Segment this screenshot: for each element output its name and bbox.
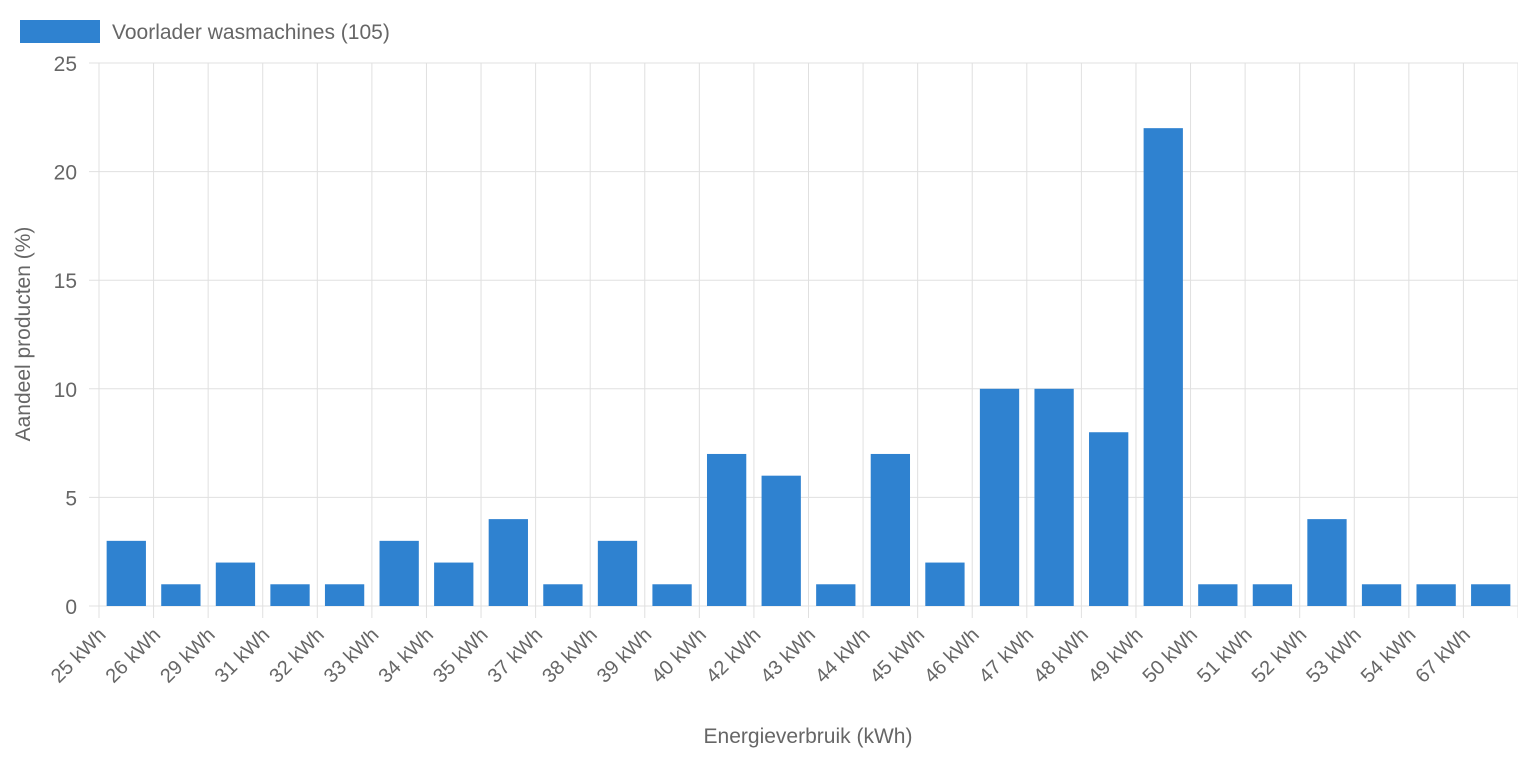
x-tick-label: 45 kWh <box>866 624 930 688</box>
bar[interactable] <box>925 562 965 606</box>
x-tick-label: 50 kWh <box>1139 624 1203 688</box>
bar[interactable] <box>870 453 911 606</box>
bar[interactable] <box>324 584 365 606</box>
x-tick-label: 39 kWh <box>593 624 657 688</box>
x-tick-label: 46 kWh <box>920 624 984 688</box>
x-tick-label: 35 kWh <box>429 624 493 688</box>
x-tick-label: 26 kWh <box>102 624 166 688</box>
y-tick-label: 5 <box>65 487 77 510</box>
x-tick-label: 38 kWh <box>538 624 602 688</box>
x-tick-label: 53 kWh <box>1302 624 1366 688</box>
bar[interactable] <box>106 540 146 606</box>
bar[interactable] <box>488 519 528 606</box>
bar[interactable] <box>161 584 201 606</box>
x-tick-label: 44 kWh <box>811 624 875 688</box>
x-tick-label: 37 kWh <box>484 624 548 688</box>
bar[interactable] <box>1307 519 1347 606</box>
legend-label: Voorlader wasmachines (105) <box>112 21 390 44</box>
x-tick-label: 48 kWh <box>1029 624 1093 688</box>
y-axis-tick-labels: 0 5 10 15 20 25 <box>54 53 77 619</box>
x-tick-label: 52 kWh <box>1248 624 1312 688</box>
x-tick-label: 25 kWh <box>47 624 111 688</box>
x-tick-label: 67 kWh <box>1411 624 1475 688</box>
x-tick-label: 47 kWh <box>975 624 1039 688</box>
x-axis-title: Energieverbruik (kWh) <box>704 725 913 748</box>
x-tick-label: 42 kWh <box>702 624 766 688</box>
bar[interactable] <box>1198 584 1238 606</box>
bar[interactable] <box>816 584 856 606</box>
x-tick-label: 43 kWh <box>757 624 821 688</box>
bar[interactable] <box>543 584 583 606</box>
bar[interactable] <box>1361 584 1402 606</box>
y-tick-label: 15 <box>54 270 77 293</box>
bar[interactable] <box>1034 388 1074 606</box>
bar[interactable] <box>761 475 801 606</box>
x-tick-label: 32 kWh <box>265 624 329 688</box>
bar[interactable] <box>270 584 310 606</box>
x-tick-label: 34 kWh <box>374 624 438 688</box>
bar[interactable] <box>597 540 638 606</box>
bar[interactable] <box>1089 432 1129 606</box>
x-tick-label: 51 kWh <box>1193 624 1257 688</box>
legend[interactable]: Voorlader wasmachines (105) <box>20 20 390 44</box>
bar[interactable] <box>434 562 474 606</box>
bar[interactable] <box>979 388 1020 606</box>
y-tick-label: 10 <box>54 379 77 402</box>
x-tick-label: 33 kWh <box>320 624 384 688</box>
legend-swatch <box>20 20 100 43</box>
x-tick-label: 54 kWh <box>1357 624 1421 688</box>
x-tick-label: 40 kWh <box>647 624 711 688</box>
bar[interactable] <box>379 540 419 606</box>
bars <box>106 128 1511 606</box>
y-tick-label: 20 <box>54 162 77 185</box>
x-tick-label: 29 kWh <box>156 624 220 688</box>
grid <box>89 62 1518 618</box>
y-tick-label: 0 <box>65 596 77 619</box>
x-tick-label: 31 kWh <box>211 624 275 688</box>
bar[interactable] <box>215 562 256 606</box>
bar[interactable] <box>706 453 747 606</box>
bar[interactable] <box>1471 584 1511 606</box>
y-axis-title: Aandeel producten (%) <box>12 227 35 442</box>
bar[interactable] <box>1416 584 1456 606</box>
x-tick-label: 49 kWh <box>1084 624 1148 688</box>
y-tick-label: 25 <box>54 53 77 76</box>
bar[interactable] <box>1252 584 1293 606</box>
bar[interactable] <box>1143 128 1183 606</box>
bar[interactable] <box>652 584 692 606</box>
